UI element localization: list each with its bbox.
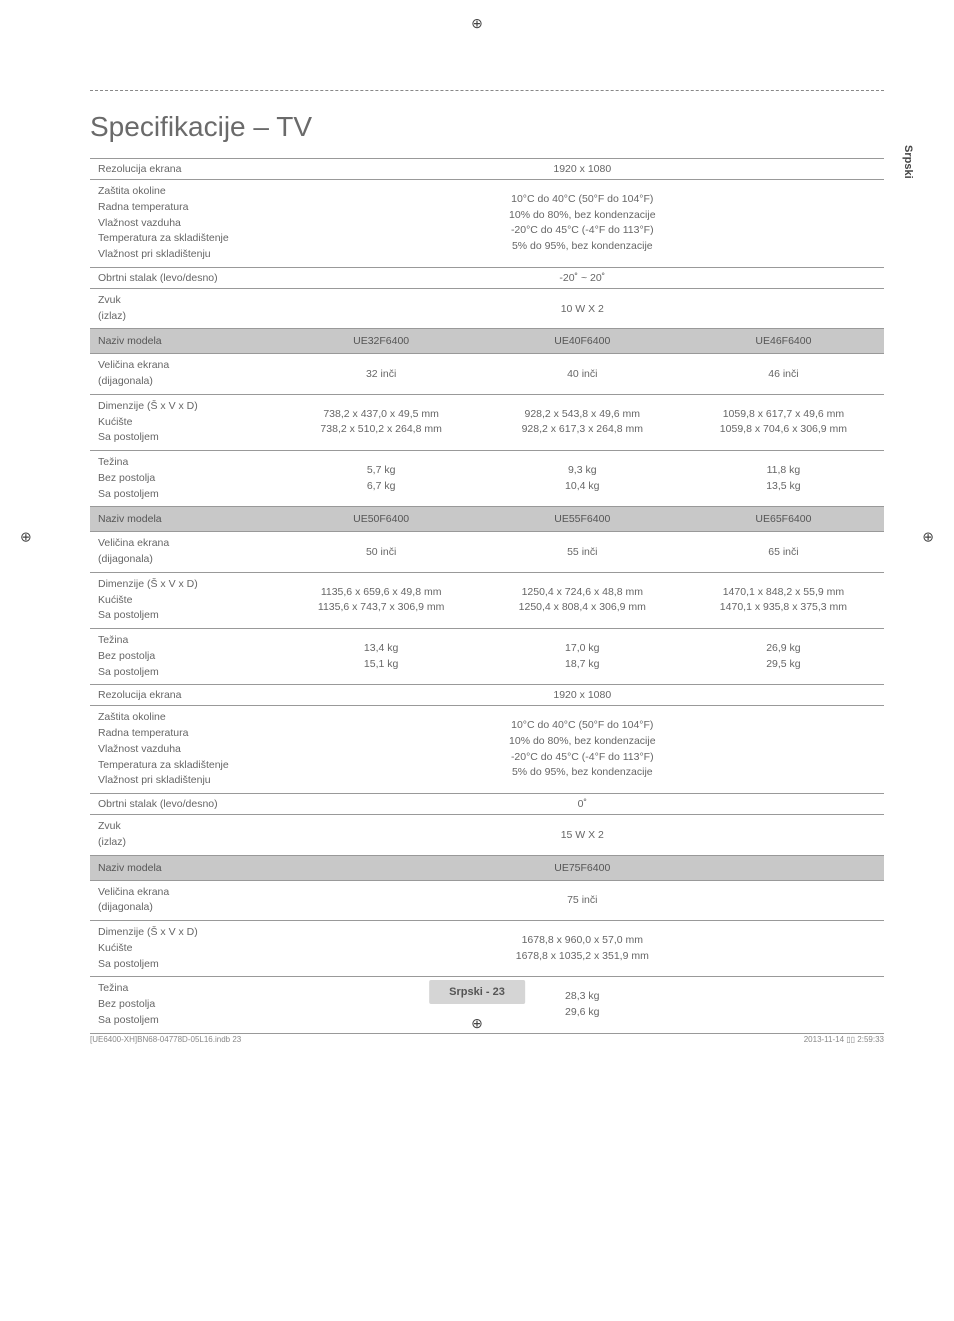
dimensions: 1135,6 x 659,6 x 49,8 mm1135,6 x 743,7 x… <box>281 572 482 628</box>
table-row: Rezolucija ekrana 1920 x 1080 <box>90 159 884 180</box>
resolution-label: Rezolucija ekrana <box>90 159 281 180</box>
dimensions-label: Dimenzije (Š x V x D)KućišteSa postoljem <box>90 572 281 628</box>
resolution-value: 1920 x 1080 <box>281 685 884 706</box>
dimensions: 1059,8 x 617,7 x 49,6 mm1059,8 x 704,6 x… <box>683 394 884 450</box>
weight: 13,4 kg15,1 kg <box>281 629 482 685</box>
environment-label: Zaštita okolineRadna temperaturaVlažnost… <box>90 706 281 794</box>
sound-value: 15 W X 2 <box>281 815 884 856</box>
screen-size-label: Veličina ekrana(dijagonala) <box>90 880 281 921</box>
sound-value: 10 W X 2 <box>281 288 884 329</box>
screen-size-label: Veličina ekrana(dijagonala) <box>90 354 281 395</box>
resolution-value: 1920 x 1080 <box>281 159 884 180</box>
table-row: Zaštita okolineRadna temperaturaVlažnost… <box>90 706 884 794</box>
environment-value: 10°C do 40°C (50°F do 104°F)10% do 80%, … <box>281 706 884 794</box>
model-header-row: Naziv modela UE32F6400 UE40F6400 UE46F64… <box>90 329 884 354</box>
page-title: Specifikacije – TV <box>90 90 884 143</box>
dimensions: 1678,8 x 960,0 x 57,0 mm1678,8 x 1035,2 … <box>281 921 884 977</box>
registration-mark-top: ⊕ <box>471 15 483 32</box>
environment-label: Zaštita okolineRadna temperaturaVlažnost… <box>90 180 281 268</box>
print-file-info: [UE6400-XH]BN68-04778D-05L16.indb 23 <box>90 1035 241 1044</box>
swivel-value: -20˚ ~ 20˚ <box>281 267 884 288</box>
weight-label: TežinaBez postoljaSa postoljem <box>90 451 281 507</box>
specifications-table: Rezolucija ekrana 1920 x 1080 Zaštita ok… <box>90 158 884 1034</box>
table-row: Zaštita okolineRadna temperaturaVlažnost… <box>90 180 884 268</box>
page-footer: Srpski - 23 <box>429 980 525 1004</box>
environment-value: 10°C do 40°C (50°F do 104°F)10% do 80%, … <box>281 180 884 268</box>
screen-size-label: Veličina ekrana(dijagonala) <box>90 532 281 573</box>
table-row: Obrtni stalak (levo/desno) 0˚ <box>90 794 884 815</box>
table-row: TežinaBez postoljaSa postoljem 5,7 kg6,7… <box>90 451 884 507</box>
table-row: Rezolucija ekrana 1920 x 1080 <box>90 685 884 706</box>
swivel-label: Obrtni stalak (levo/desno) <box>90 794 281 815</box>
table-row: Zvuk(izlaz) 15 W X 2 <box>90 815 884 856</box>
table-row: Veličina ekrana(dijagonala) 50 inči 55 i… <box>90 532 884 573</box>
model-header-label: Naziv modela <box>90 507 281 532</box>
model-name: UE55F6400 <box>482 507 683 532</box>
dimensions-label: Dimenzije (Š x V x D)KućišteSa postoljem <box>90 394 281 450</box>
weight-label: TežinaBez postoljaSa postoljem <box>90 977 281 1033</box>
dimensions: 1250,4 x 724,6 x 48,8 mm1250,4 x 808,4 x… <box>482 572 683 628</box>
model-name: UE50F6400 <box>281 507 482 532</box>
weight: 17,0 kg18,7 kg <box>482 629 683 685</box>
weight: 11,8 kg13,5 kg <box>683 451 884 507</box>
screen-size: 50 inči <box>281 532 482 573</box>
table-row: Obrtni stalak (levo/desno) -20˚ ~ 20˚ <box>90 267 884 288</box>
table-row: Veličina ekrana(dijagonala) 75 inči <box>90 880 884 921</box>
table-row: Zvuk(izlaz) 10 W X 2 <box>90 288 884 329</box>
dimensions-label: Dimenzije (Š x V x D)KućišteSa postoljem <box>90 921 281 977</box>
model-header-label: Naziv modela <box>90 329 281 354</box>
registration-mark-bottom: ⊕ <box>471 1015 483 1032</box>
screen-size: 32 inči <box>281 354 482 395</box>
model-header-label: Naziv modela <box>90 855 281 880</box>
weight: 9,3 kg10,4 kg <box>482 451 683 507</box>
screen-size: 55 inči <box>482 532 683 573</box>
table-row: TežinaBez postoljaSa postoljem 13,4 kg15… <box>90 629 884 685</box>
model-header-row: Naziv modela UE75F6400 <box>90 855 884 880</box>
table-row: Dimenzije (Š x V x D)KućišteSa postoljem… <box>90 572 884 628</box>
dimensions: 928,2 x 543,8 x 49,6 mm928,2 x 617,3 x 2… <box>482 394 683 450</box>
weight: 28,3 kg29,6 kg <box>281 977 884 1033</box>
model-name: UE65F6400 <box>683 507 884 532</box>
sound-label: Zvuk(izlaz) <box>90 288 281 329</box>
registration-mark-left: ⊕ <box>20 528 32 545</box>
model-name: UE75F6400 <box>281 855 884 880</box>
model-name: UE40F6400 <box>482 329 683 354</box>
table-row: Dimenzije (Š x V x D)KućišteSa postoljem… <box>90 921 884 977</box>
swivel-value: 0˚ <box>281 794 884 815</box>
weight: 26,9 kg29,5 kg <box>683 629 884 685</box>
model-name: UE46F6400 <box>683 329 884 354</box>
model-name: UE32F6400 <box>281 329 482 354</box>
screen-size: 46 inči <box>683 354 884 395</box>
language-side-label: Srpski <box>902 145 914 179</box>
dimensions: 738,2 x 437,0 x 49,5 mm738,2 x 510,2 x 2… <box>281 394 482 450</box>
print-timestamp: 2013-11-14 ▯▯ 2:59:33 <box>804 1035 884 1044</box>
resolution-label: Rezolucija ekrana <box>90 685 281 706</box>
screen-size: 65 inči <box>683 532 884 573</box>
weight-label: TežinaBez postoljaSa postoljem <box>90 629 281 685</box>
table-row: Veličina ekrana(dijagonala) 32 inči 40 i… <box>90 354 884 395</box>
screen-size: 75 inči <box>281 880 884 921</box>
swivel-label: Obrtni stalak (levo/desno) <box>90 267 281 288</box>
model-header-row: Naziv modela UE50F6400 UE55F6400 UE65F64… <box>90 507 884 532</box>
sound-label: Zvuk(izlaz) <box>90 815 281 856</box>
screen-size: 40 inči <box>482 354 683 395</box>
dimensions: 1470,1 x 848,2 x 55,9 mm1470,1 x 935,8 x… <box>683 572 884 628</box>
weight: 5,7 kg6,7 kg <box>281 451 482 507</box>
table-row: Dimenzije (Š x V x D)KućišteSa postoljem… <box>90 394 884 450</box>
registration-mark-right: ⊕ <box>922 528 934 545</box>
